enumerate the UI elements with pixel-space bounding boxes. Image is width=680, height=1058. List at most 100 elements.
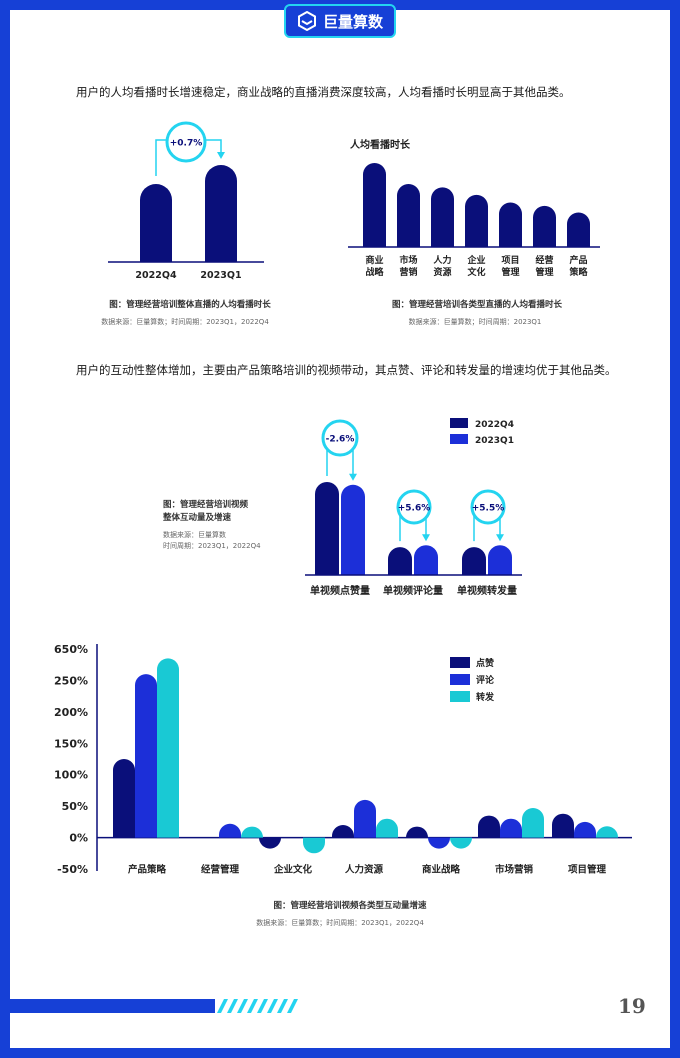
ytick-4: 100%	[54, 769, 88, 782]
bar-转发-企业文化	[303, 837, 325, 854]
bar-转发-产品策略	[157, 658, 179, 838]
bar-企业文化	[465, 194, 488, 247]
chart3-caption-line2: 整体互动量及增速	[163, 513, 232, 523]
xtick-项目管理-1: 管理	[501, 266, 519, 278]
bar-评论-人力资源	[354, 799, 376, 838]
bar-点赞-产品策略	[113, 759, 135, 838]
chart-video-interaction: 单视频点赞量 单视频评论量 单视频转发量 -2.6% +5.6% +5.5% 2022Q4 2…	[305, 418, 522, 597]
xtick-经营管理-0: 经营	[535, 254, 553, 266]
page-content	[10, 10, 670, 1048]
bar-2023Q1-单视频转发量	[488, 545, 512, 575]
ytick-3: 150%	[54, 737, 88, 750]
xtick-人力资源: 人力资源	[345, 864, 384, 876]
bar-转发-项目管理	[596, 826, 618, 838]
growth-badge-label: +0.7%	[170, 139, 203, 149]
bar-转发-市场营销	[522, 808, 544, 838]
xtick-2023Q1: 2023Q1	[200, 270, 241, 281]
bar-2022Q4-单视频转发量	[462, 547, 486, 575]
growth-arrow-0	[349, 473, 357, 481]
bar-转发-商业战略	[450, 837, 472, 849]
bar-人力资源	[431, 187, 454, 247]
xtick-项目管理: 项目管理	[568, 864, 607, 876]
growth-arrow	[217, 152, 225, 159]
chart-title: 人均看播时长	[350, 138, 411, 151]
bar-经营管理	[533, 205, 556, 247]
bar-评论-项目管理	[574, 821, 596, 838]
xtick-2022Q4: 2022Q4	[135, 270, 177, 281]
chart1-caption: 图：管理经营培训整体直播的人均看播时长	[109, 300, 271, 310]
bar-2023Q1-单视频评论量	[414, 545, 438, 575]
bar-市场营销	[397, 184, 420, 247]
legend-swatch-2023Q1	[450, 434, 468, 444]
growth-arrow-2	[496, 534, 504, 542]
xtick-企业文化-0: 企业	[466, 254, 485, 266]
chart-category-interaction-growth: 650% 250% 200% 150% 100% 50% 0% -50% 产品策略 经营管理 企业文…	[54, 643, 632, 876]
xtick-产品策略: 产品策略	[128, 864, 167, 876]
bar-点赞-企业文化	[259, 837, 281, 849]
legend-label-2022Q4: 2022Q4	[475, 420, 514, 430]
paragraph-2: 用户的互动性整体增加，主要由产品策略培训的视频带动，其点赞、评论和转发量的增速均…	[76, 363, 617, 377]
ytick-0: 650%	[54, 643, 88, 656]
growth-badge-circle	[165, 121, 207, 163]
xtick-市场营销: 市场营销	[495, 864, 534, 876]
bar-2022Q4-单视频点赞量	[315, 482, 339, 575]
chart1-source: 数据来源：巨量算数；时间周期：2023Q1，2022Q4	[101, 318, 269, 326]
legend-label-2023Q1: 2023Q1	[475, 436, 514, 446]
xtick-市场营销-1: 营销	[399, 266, 417, 278]
logo-icon	[297, 11, 316, 31]
bar-评论-产品策略	[135, 674, 157, 838]
legend-swatch-转发	[450, 691, 470, 702]
bar-项目管理	[499, 202, 522, 247]
growth-badge-1-label: +5.6%	[398, 504, 431, 514]
ytick-1: 250%	[54, 674, 88, 687]
bar-产品策略	[567, 212, 590, 247]
xtick-商业战略: 商业战略	[422, 864, 461, 876]
legend-swatch-点赞	[450, 657, 470, 668]
legend-label-评论: 评论	[476, 674, 495, 686]
bar-2023Q1-单视频点赞量	[341, 484, 365, 575]
xtick-单视频点赞量: 单视频点赞量	[310, 584, 370, 597]
growth-badge-1-circle	[396, 489, 432, 525]
xtick-单视频转发量: 单视频转发量	[457, 584, 517, 597]
chart3-caption-line1: 图：管理经营培训视频	[163, 500, 249, 510]
xtick-经营管理-1: 管理	[535, 266, 553, 278]
page-number: 19	[618, 994, 646, 1018]
xtick-企业文化-1: 文化	[466, 266, 485, 278]
legend-label-转发: 转发	[476, 691, 495, 703]
xtick-项目管理-0: 项目	[501, 255, 519, 266]
ytick-6: 0%	[69, 832, 88, 845]
ytick-5: 50%	[62, 800, 88, 813]
bar-点赞-商业战略	[406, 826, 428, 838]
bar-评论-经营管理	[219, 823, 241, 838]
bar-点赞-项目管理	[552, 813, 574, 838]
ytick-2: 200%	[54, 706, 88, 719]
growth-badge-0-circle	[321, 419, 359, 457]
xtick-企业文化: 企业文化	[273, 864, 313, 876]
growth-badge-2-label: +5.5%	[472, 504, 505, 514]
bar-2023Q1	[205, 165, 237, 262]
chart3-source-line2: 时间周期：2023Q1，2022Q4	[163, 542, 261, 550]
chart3-source-line1: 数据来源：巨量算数	[163, 531, 226, 539]
xtick-市场营销-0: 市场	[399, 254, 417, 266]
brand-logo: 巨量算数	[284, 4, 396, 38]
paragraph-1: 用户的人均看播时长增速稳定，商业战略的直播消费深度较高，人均看播时长明显高于其他…	[76, 85, 571, 99]
brand-name: 巨量算数	[322, 12, 383, 31]
xtick-经营管理: 经营管理	[201, 864, 240, 876]
bar-点赞-人力资源	[332, 825, 354, 838]
bar-评论-商业战略	[428, 837, 450, 849]
xtick-人力资源-1: 资源	[433, 266, 451, 278]
growth-badge-2-circle	[470, 489, 506, 525]
chart4-caption: 图：管理经营培训视频各类型互动量增速	[273, 901, 427, 911]
legend-swatch-评论	[450, 674, 470, 685]
bar-2022Q4-单视频评论量	[388, 547, 412, 575]
bar-点赞-市场营销	[478, 815, 500, 838]
legend-label-点赞: 点赞	[476, 657, 494, 669]
growth-badge-0-label: -2.6%	[326, 435, 355, 445]
xtick-产品策略-0: 产品	[569, 254, 587, 266]
xtick-商业战略-0: 商业	[365, 254, 383, 266]
xtick-商业战略-1: 战略	[365, 266, 384, 278]
growth-arrow-1	[422, 534, 430, 542]
xtick-单视频评论量: 单视频评论量	[383, 584, 443, 597]
xtick-人力资源-0: 人力	[432, 254, 451, 266]
